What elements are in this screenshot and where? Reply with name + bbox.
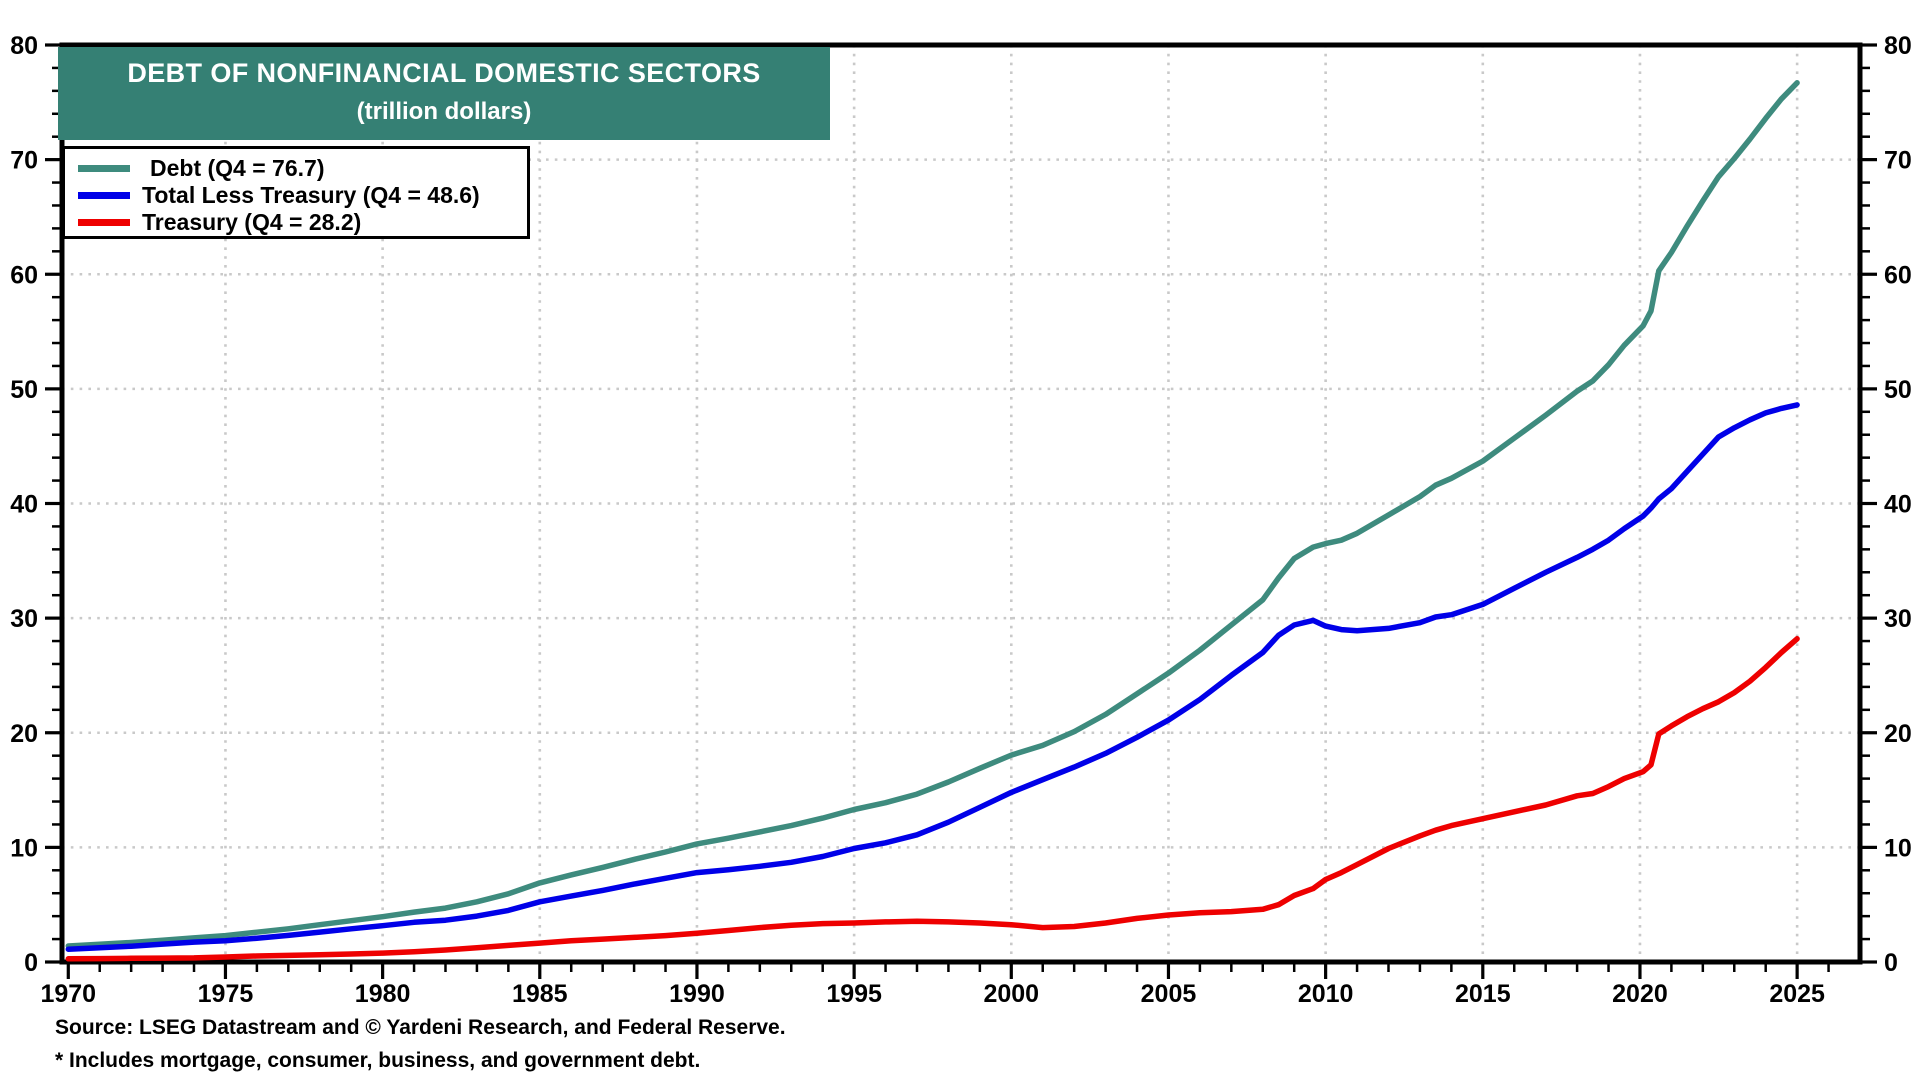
svg-text:10: 10 [10,834,38,862]
legend-item-debt: Debt (Q4 = 76.7) [78,155,527,182]
chart-title-box: DEBT OF NONFINANCIAL DOMESTIC SECTORS (t… [58,47,830,140]
svg-text:2015: 2015 [1455,980,1511,1008]
legend-label-debt: Debt (Q4 = 76.7) [150,155,325,181]
svg-text:60: 60 [1884,261,1912,289]
svg-text:10: 10 [1884,834,1912,862]
series-line-debt [65,80,1800,949]
svg-text:40: 40 [10,491,38,519]
svg-text:70: 70 [1884,147,1912,175]
svg-text:70: 70 [10,147,38,175]
svg-text:1970: 1970 [40,980,96,1008]
svg-text:40: 40 [1884,491,1912,519]
chart-subtitle: (trillion dollars) [356,98,532,125]
svg-text:80: 80 [10,32,38,60]
svg-text:50: 50 [1884,376,1912,404]
svg-text:2000: 2000 [983,980,1039,1008]
legend-swatch-debt-line [78,165,130,172]
svg-text:30: 30 [1884,605,1912,633]
svg-text:1990: 1990 [669,980,725,1008]
chart-title: DEBT OF NONFINANCIAL DOMESTIC SECTORS [127,58,761,88]
svg-text:1975: 1975 [198,980,254,1008]
footnote-text: * Includes mortgage, consumer, business,… [55,1049,701,1072]
chart-legend: Debt (Q4 = 76.7) Total Less Treasury (Q4… [62,146,530,239]
series-line-treasury [65,636,1800,962]
legend-swatch-total-less-treasury-line [78,192,130,199]
svg-text:50: 50 [10,376,38,404]
svg-text:0: 0 [1884,949,1898,977]
svg-text:80: 80 [1884,32,1912,60]
svg-text:20: 20 [10,720,38,748]
svg-text:2010: 2010 [1298,980,1354,1008]
legend-label-total-less-treasury: Total Less Treasury (Q4 = 48.6) [142,182,480,208]
legend-swatch-treasury-line [78,219,130,226]
legend-item-treasury: Treasury (Q4 = 28.2) [78,209,527,236]
svg-text:1980: 1980 [355,980,411,1008]
svg-text:0: 0 [24,949,38,977]
svg-text:60: 60 [10,261,38,289]
svg-text:2025: 2025 [1769,980,1825,1008]
svg-text:2005: 2005 [1141,980,1197,1008]
svg-text:1995: 1995 [826,980,882,1008]
legend-label-treasury: Treasury (Q4 = 28.2) [142,209,362,235]
series-line-total-less-treasury [65,402,1800,952]
svg-text:2020: 2020 [1612,980,1668,1008]
svg-text:20: 20 [1884,720,1912,748]
legend-item-total-less-treasury: Total Less Treasury (Q4 = 48.6) [78,182,527,209]
svg-text:1985: 1985 [512,980,568,1008]
source-text: Source: LSEG Datastream and © Yardeni Re… [55,1016,786,1039]
svg-text:30: 30 [10,605,38,633]
